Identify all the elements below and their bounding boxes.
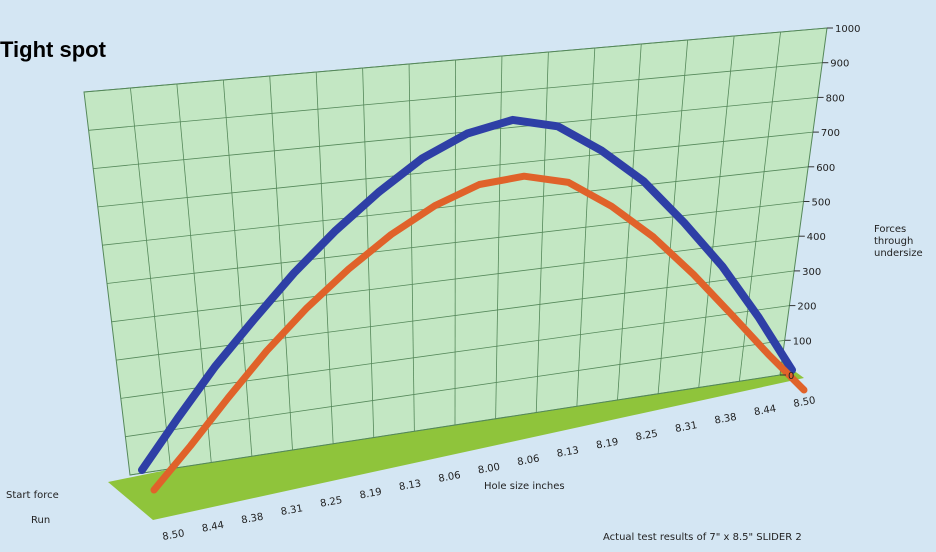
horizontal-gridline [129,374,781,476]
data-point [263,347,270,354]
data-point [463,129,471,137]
data-point [728,311,735,318]
data-point [187,442,194,449]
y-tick-label: 200 [797,302,816,313]
x-tick-label: 8.31 [280,503,304,518]
x-tick-label: 8.19 [595,437,619,452]
data-point [521,173,528,180]
data-point [290,269,298,277]
data-point [608,203,615,210]
data-point [332,227,340,235]
chart-series [138,115,808,494]
y-axis-label: Forces through undersize [874,224,936,260]
data-point [431,202,438,209]
data-point [151,487,157,493]
series-label-run: Run [31,515,51,526]
y-tick-label: 100 [793,336,812,347]
data-point [174,414,182,422]
y-axis-label-line: Forces [874,224,907,235]
y-axis-label-line: through [874,236,914,247]
x-tick-label: 8.31 [674,420,698,435]
y-tick-label: 500 [812,198,831,209]
horizontal-gridline [106,201,804,284]
data-point [597,146,605,154]
x-axis-label: Hole size inches [484,481,565,492]
y-tick-label: 300 [802,267,821,278]
y-tick-label: 800 [826,93,845,104]
y-tick-label: 700 [821,128,840,139]
horizontal-gridline [102,166,809,246]
y-tick-label: 600 [816,163,835,174]
x-tick-label: 8.44 [201,520,225,535]
horizontal-gridline [111,235,799,323]
horizontal-gridline [93,97,818,169]
horizontal-gridline [125,339,785,438]
x-tick-label: 8.25 [635,429,659,444]
data-point [303,304,310,311]
x-tick-label: 8.06 [517,453,541,468]
y-tick-label: 1000 [835,24,860,35]
data-point [565,179,572,186]
x-tick-label: 8.38 [240,512,264,527]
data-point [650,234,657,240]
x-tick-label: 8.50 [793,395,817,410]
x-tick-label: 8.19 [359,487,383,502]
chart-title: Tight spot [0,37,106,62]
horizontal-gridline [88,62,823,131]
x-tick-label: 8.25 [319,495,343,510]
data-point [388,231,395,238]
data-point [418,154,426,162]
data-point [375,188,383,196]
y-axis-label-line: undersize [874,248,923,259]
y-axis-ticks: 0 100 200 300 400 500 600 700 800 900 1000 8.50 8.44… [162,24,861,543]
footnote: Actual test results of 7" x 8.5" SLIDER … [603,532,802,543]
data-point [680,218,688,226]
y-tick-label: 0 [788,371,794,382]
data-point [345,266,352,273]
data-point [554,122,562,130]
data-point [138,466,146,474]
data-point [754,313,762,321]
horizontal-gridline [83,27,828,93]
horizontal-gridline [120,305,790,399]
horizontal-gridline [97,131,813,208]
data-point [640,177,648,185]
data-point [211,363,219,371]
y-tick-label: 400 [807,232,826,243]
x-tick-label: 8.50 [162,528,186,543]
x-tick-label: 8.13 [556,445,580,460]
data-point [509,116,517,124]
data-point [765,351,772,358]
x-tick-label: 8.13 [398,478,422,493]
data-point [225,395,232,402]
x-tick-label: 8.06 [438,470,462,485]
data-point [718,263,726,271]
data-point [250,316,258,324]
data-point [690,271,697,278]
data-point [476,181,483,188]
data-point [801,387,807,393]
x-tick-label: 8.44 [753,404,777,419]
x-tick-label: 8.38 [714,412,738,427]
series-label-start-force: Start force [6,490,59,501]
x-tick-label: 8.00 [477,462,501,477]
y-tick-label: 900 [830,59,849,70]
